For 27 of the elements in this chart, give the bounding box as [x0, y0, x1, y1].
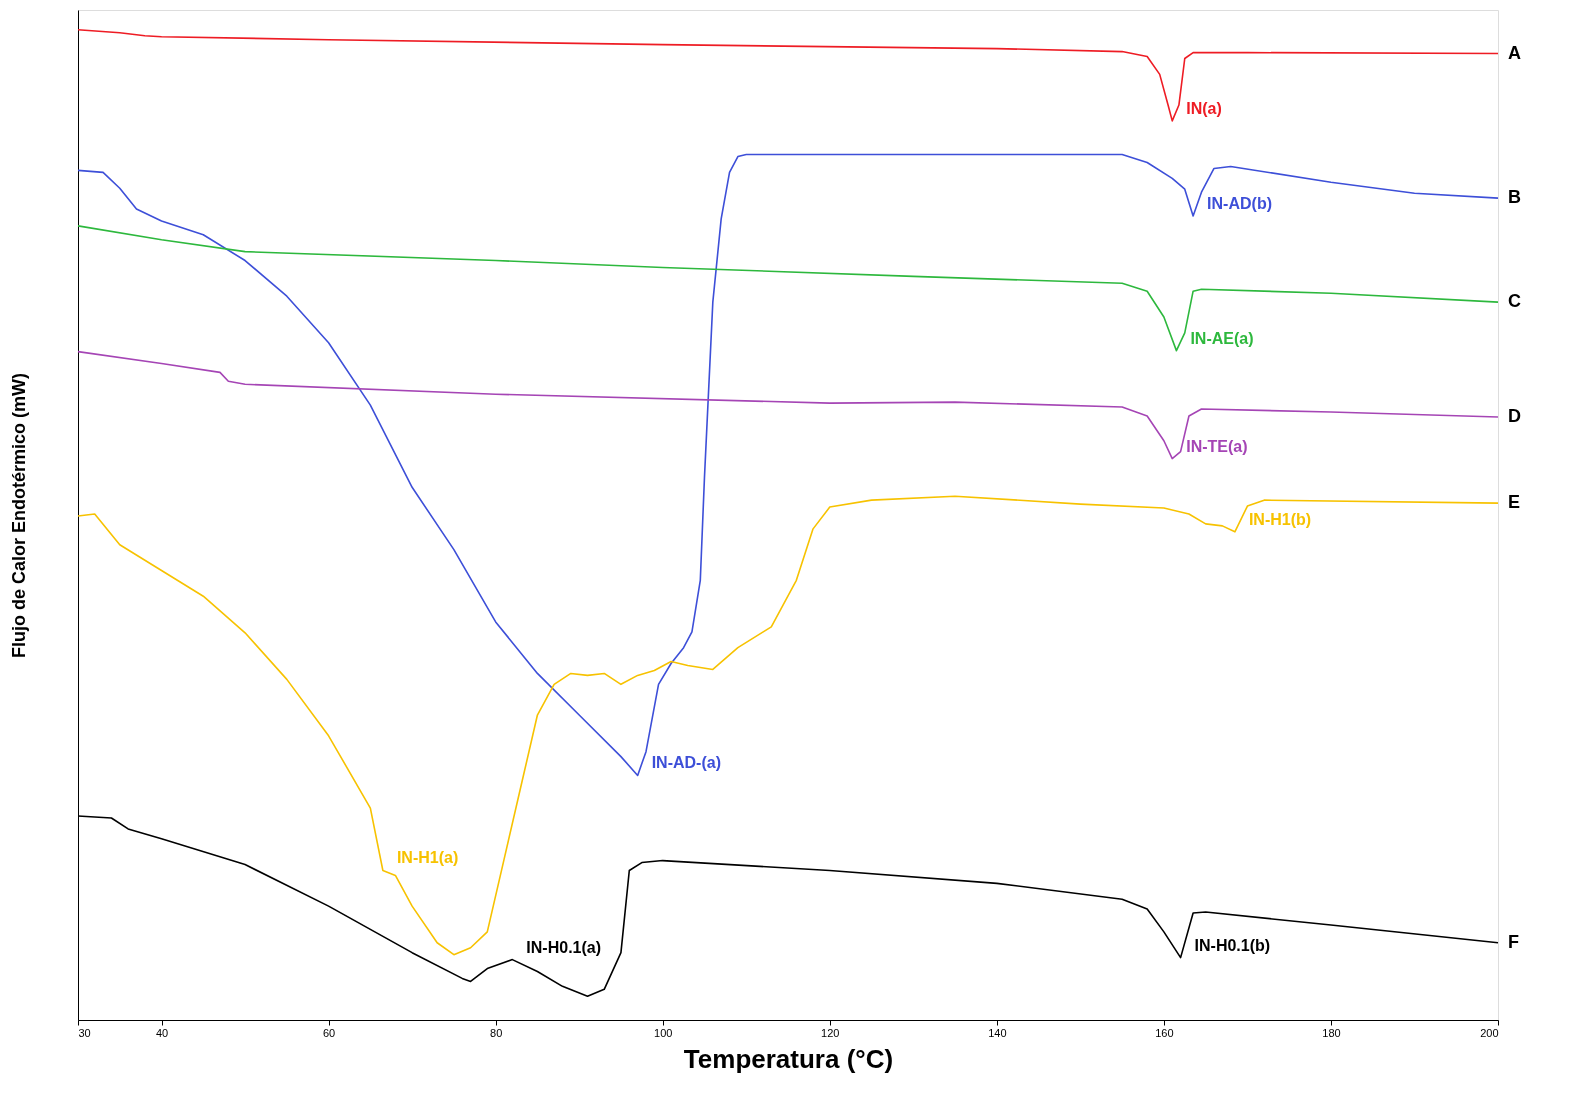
series-label: E [1508, 492, 1521, 513]
x-tick-label: 140 [988, 1026, 1007, 1039]
series-label: D [1508, 405, 1521, 426]
x-tick-label: 60 [322, 1026, 336, 1039]
x-tick-label: 100 [654, 1026, 673, 1039]
annotation: IN-AE(a) [1190, 329, 1254, 347]
x-tick-label: 120 [821, 1026, 840, 1039]
annotation: IN(a) [1186, 99, 1222, 117]
x-tick-label: 160 [1155, 1026, 1174, 1039]
annotation: IN-H1(a) [396, 849, 459, 867]
x-axis-title: Temperatura (°C) [683, 1043, 894, 1074]
annotation: IN-H0.1(a) [526, 938, 602, 956]
x-tick-label: 180 [1322, 1026, 1341, 1039]
x-tick-label: 200 [1480, 1026, 1499, 1039]
series-label: A [1508, 42, 1521, 63]
annotation: IN-AD-(a) [651, 754, 721, 772]
x-tick-label: 80 [490, 1026, 503, 1039]
x-tick-label: 30 [78, 1026, 91, 1039]
annotation: IN-AD(b) [1207, 194, 1272, 212]
annotation: IN-H1(b) [1248, 510, 1312, 528]
series-label: C [1508, 291, 1521, 312]
series-label: B [1508, 187, 1521, 208]
x-tick-label: 40 [155, 1026, 169, 1039]
series-label: F [1508, 931, 1519, 952]
y-axis-title: Flujo de Calor Endotérmico (mW) [8, 372, 29, 659]
annotation: IN-H0.1(b) [1194, 936, 1271, 954]
annotation: IN-TE(a) [1186, 437, 1248, 455]
